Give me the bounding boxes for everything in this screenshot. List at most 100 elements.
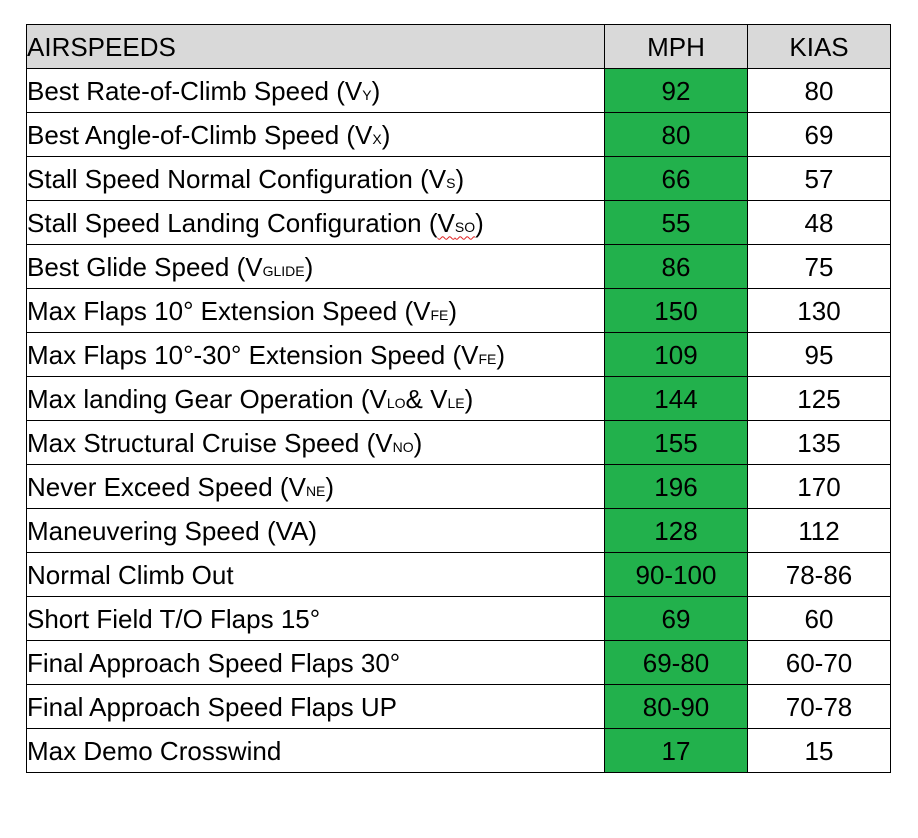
subscript: NE [305, 482, 326, 499]
kias-value: 48 [747, 200, 891, 245]
table-row: Final Approach Speed Flaps UP 80-90 70-7… [26, 684, 891, 729]
speed-label: Best Angle-of-Climb Speed (V [27, 119, 373, 150]
mph-value: 92 [604, 68, 748, 113]
mph-value: 80 [604, 112, 748, 157]
mph-value: 69-80 [604, 640, 748, 685]
subscript: LO [386, 394, 406, 411]
spellcheck-underline: VSO [438, 208, 476, 238]
kias-value: 112 [747, 508, 891, 553]
kias-value: 69 [747, 112, 891, 157]
speed-label-suffix: ) [475, 207, 484, 238]
table-row: Best Glide Speed (VGLIDE) 86 75 [26, 244, 891, 289]
mph-value: 86 [604, 244, 748, 289]
speed-label-mid: & V [405, 383, 448, 414]
speed-name: Max Flaps 10°-30° Extension Speed (VFE) [26, 332, 605, 377]
kias-value: 80 [747, 68, 891, 113]
table-row: Max Flaps 10°-30° Extension Speed (VFE) … [26, 332, 891, 377]
table-row: Maneuvering Speed (VA) 128 112 [26, 508, 891, 553]
speed-label: Max Structural Cruise Speed (V [27, 427, 393, 458]
kias-value: 57 [747, 156, 891, 201]
table-row: Stall Speed Normal Configuration (VS) 66… [26, 156, 891, 201]
speed-name: Stall Speed Landing Configuration (VSO) [26, 200, 605, 245]
header-airspeeds: AIRSPEEDS [26, 24, 605, 69]
kias-value: 60 [747, 596, 891, 641]
table-row: Best Angle-of-Climb Speed (VX) 80 69 [26, 112, 891, 157]
table-row: Normal Climb Out 90-100 78-86 [26, 552, 891, 597]
kias-value: 60-70 [747, 640, 891, 685]
speed-label: Max Flaps 10°-30° Extension Speed (V [27, 339, 479, 370]
subscript: GLIDE [262, 262, 305, 279]
speed-name: Max landing Gear Operation (VLO& VLE) [26, 376, 605, 421]
table-row: Never Exceed Speed (VNE) 196 170 [26, 464, 891, 509]
subscript: Y [362, 86, 372, 103]
mph-value: 66 [604, 156, 748, 201]
table-row: Best Rate-of-Climb Speed (VY) 92 80 [26, 68, 891, 113]
speed-label-suffix: ) [381, 119, 391, 150]
speed-label: Max Flaps 10° Extension Speed (V [27, 295, 431, 326]
subscript: NO [392, 438, 414, 455]
kias-value: 125 [747, 376, 891, 421]
mph-value: 144 [604, 376, 748, 421]
speed-name: Best Angle-of-Climb Speed (VX) [26, 112, 605, 157]
speed-label-suffix: ) [304, 251, 314, 282]
table-row: Max Flaps 10° Extension Speed (VFE) 150 … [26, 288, 891, 333]
kias-value: 130 [747, 288, 891, 333]
mph-value: 55 [604, 200, 748, 245]
table-row: Short Field T/O Flaps 15° 69 60 [26, 596, 891, 641]
mph-value: 196 [604, 464, 748, 509]
subscript: FE [478, 350, 497, 367]
mph-value: 69 [604, 596, 748, 641]
table-row: Stall Speed Landing Configuration (VSO) … [26, 200, 891, 245]
speed-label-v: V [437, 207, 455, 238]
speed-label-suffix: ) [496, 339, 506, 370]
speed-name: Final Approach Speed Flaps UP [26, 684, 605, 729]
speed-name: Max Flaps 10° Extension Speed (VFE) [26, 288, 605, 333]
mph-value: 150 [604, 288, 748, 333]
table-row: Final Approach Speed Flaps 30° 69-80 60-… [26, 640, 891, 685]
speed-name: Max Structural Cruise Speed (VNO) [26, 420, 605, 465]
header-kias: KIAS [747, 24, 891, 69]
table-row: Max landing Gear Operation (VLO& VLE) 14… [26, 376, 891, 421]
subscript: FE [430, 306, 449, 323]
kias-value: 135 [747, 420, 891, 465]
mph-value: 155 [604, 420, 748, 465]
speed-label-suffix: ) [371, 75, 381, 106]
speed-label-suffix: ) [448, 295, 458, 326]
mph-value: 80-90 [604, 684, 748, 729]
speed-name: Short Field T/O Flaps 15° [26, 596, 605, 641]
subscript: S [446, 174, 456, 191]
subscript: X [372, 130, 382, 147]
speed-label: Stall Speed Landing Configuration ( [27, 207, 438, 238]
speed-name: Never Exceed Speed (VNE) [26, 464, 605, 509]
speed-name: Best Glide Speed (VGLIDE) [26, 244, 605, 289]
speed-label: Max landing Gear Operation (V [27, 383, 387, 414]
speed-label-suffix: ) [413, 427, 423, 458]
table-row: Max Structural Cruise Speed (VNO) 155 13… [26, 420, 891, 465]
speed-label: Best Glide Speed (V [27, 251, 263, 282]
speed-name: Stall Speed Normal Configuration (VS) [26, 156, 605, 201]
speed-name: Final Approach Speed Flaps 30° [26, 640, 605, 685]
mph-value: 109 [604, 332, 748, 377]
mph-value: 90-100 [604, 552, 748, 597]
speed-name: Normal Climb Out [26, 552, 605, 597]
airspeeds-table: AIRSPEEDS MPH KIAS Best Rate-of-Climb Sp… [26, 24, 891, 773]
kias-value: 78-86 [747, 552, 891, 597]
kias-value: 170 [747, 464, 891, 509]
subscript: SO [454, 218, 476, 235]
table-row: Max Demo Crosswind 17 15 [26, 728, 891, 773]
kias-value: 75 [747, 244, 891, 289]
speed-label: Best Rate-of-Climb Speed (V [27, 75, 363, 106]
speed-label-suffix: ) [455, 163, 465, 194]
speed-label-suffix: ) [325, 471, 335, 502]
kias-value: 95 [747, 332, 891, 377]
kias-value: 70-78 [747, 684, 891, 729]
speed-name: Best Rate-of-Climb Speed (VY) [26, 68, 605, 113]
subscript: LE [447, 394, 465, 411]
header-mph: MPH [604, 24, 748, 69]
speed-name: Maneuvering Speed (VA) [26, 508, 605, 553]
kias-value: 15 [747, 728, 891, 773]
speed-label: Stall Speed Normal Configuration (V [27, 163, 447, 194]
speed-label-suffix: ) [464, 383, 474, 414]
header-row: AIRSPEEDS MPH KIAS [26, 24, 891, 69]
speed-name: Max Demo Crosswind [26, 728, 605, 773]
